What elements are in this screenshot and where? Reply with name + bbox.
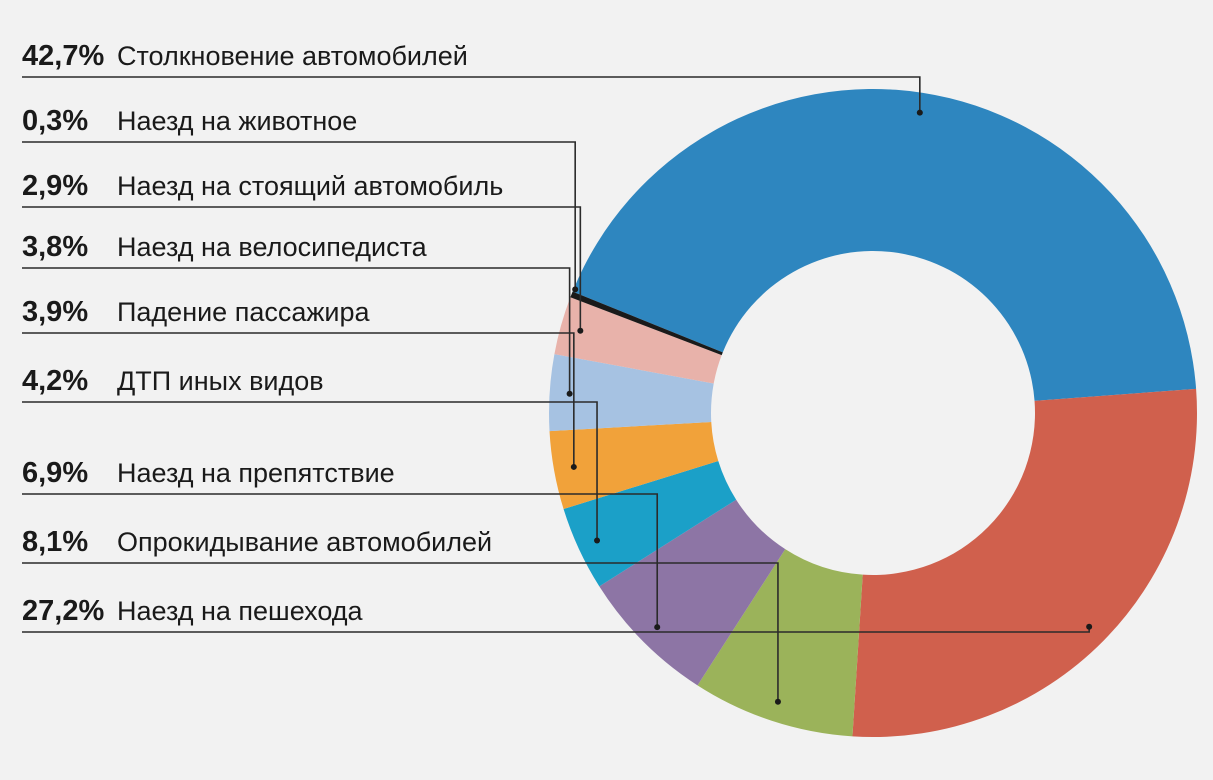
- slice-2: [697, 549, 863, 737]
- legend-value-5: 3,9%: [22, 296, 88, 328]
- legend-label-4: ДТП иных видов: [117, 366, 324, 396]
- legend-label-1: Наезд на пешехода: [117, 596, 364, 626]
- legend-value-7: 2,9%: [22, 170, 88, 202]
- slice-6: [549, 354, 714, 432]
- leader-line-7: [22, 206, 582, 331]
- legend-labels: 42,7% Столкновение автомобилей 0,3% Наезд н…: [22, 40, 503, 627]
- legend-value-1: 27,2%: [22, 595, 104, 627]
- leader-dot-0: [916, 109, 923, 116]
- leader-dot-2: [774, 698, 781, 705]
- legend-label-2: Опрокидывание автомобилей: [117, 527, 492, 557]
- donut-slices: [549, 89, 1197, 737]
- leader-line-3: [22, 493, 659, 628]
- slice-8: [570, 291, 723, 356]
- legend-label-8: Наезд на животное: [117, 106, 357, 136]
- legend-value-6: 3,8%: [22, 231, 88, 263]
- slice-7: [554, 297, 722, 384]
- legend-value-0: 42,7%: [22, 40, 104, 72]
- legend-label-3: Наезд на препятствие: [117, 458, 395, 488]
- slice-5: [549, 422, 719, 510]
- leader-dot-1: [1086, 623, 1093, 630]
- leader-dot-3: [654, 624, 661, 631]
- legend-label-7: Наезд на стоящий автомобиль: [117, 171, 503, 201]
- legend-value-8: 0,3%: [22, 105, 88, 137]
- leader-lines: [22, 76, 1093, 705]
- legend-value-3: 6,9%: [22, 457, 88, 489]
- slice-1: [852, 388, 1197, 737]
- leader-line-2: [22, 562, 779, 702]
- leader-dot-4: [594, 537, 601, 544]
- slice-0: [572, 89, 1197, 401]
- leader-dot-5: [570, 463, 577, 470]
- legend-label-6: Наезд на велосипедиста: [117, 232, 428, 262]
- leader-line-5: [22, 332, 575, 467]
- leader-line-6: [22, 267, 571, 394]
- leader-dot-6: [566, 390, 573, 397]
- leader-dot-7: [577, 327, 584, 334]
- slice-4: [563, 461, 737, 587]
- leader-line-0: [22, 76, 921, 113]
- legend-label-0: Столкновение автомобилей: [117, 41, 468, 71]
- leader-line-8: [22, 141, 576, 290]
- legend-label-5: Падение пассажира: [117, 297, 371, 327]
- legend-value-2: 8,1%: [22, 526, 88, 558]
- legend-value-4: 4,2%: [22, 365, 88, 397]
- slice-3: [599, 499, 786, 686]
- leader-dot-8: [572, 286, 579, 293]
